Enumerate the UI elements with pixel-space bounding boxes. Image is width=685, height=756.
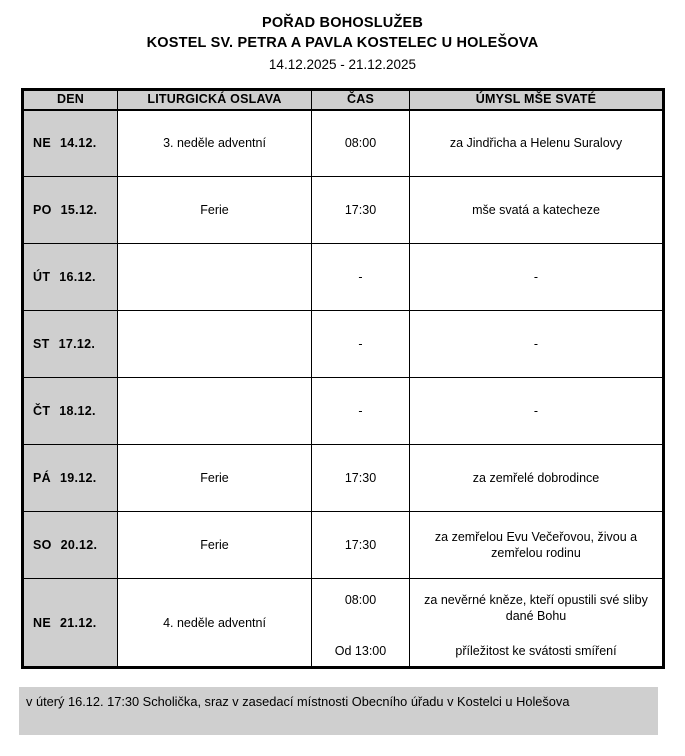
day-date: 21.12. — [59, 615, 97, 630]
column-header-time: ČAS — [311, 89, 410, 111]
table-row: SO 20.12. Ferie 17:30 za zemřelou Evu Več… — [22, 511, 664, 579]
day-date: 18.12. — [59, 404, 96, 418]
footer-note: v úterý 16.12. 17:30 Scholička, sraz v z… — [19, 687, 658, 735]
cell-time: 17:30 — [311, 444, 410, 512]
cell-liturgy: Ferie — [117, 176, 312, 244]
day-date: 20.12. — [60, 538, 98, 552]
schedule-table: DEN LITURGICKÁ OSLAVA ČAS ÚMYSL MŠE SVAT… — [21, 88, 665, 669]
cell-liturgy: 3. neděle adventní — [117, 109, 312, 177]
cell-liturgy: Ferie — [117, 511, 312, 579]
document-heading: POŘAD BOHOSLUŽEB KOSTEL SV. PETRA A PAVL… — [0, 0, 685, 76]
cell-liturgy — [117, 243, 312, 311]
time-split-group: 08:00 Od 13:00 — [314, 583, 407, 662]
cell-liturgy — [117, 377, 312, 445]
cell-liturgy — [117, 310, 312, 378]
column-header-intention: ÚMYSL MŠE SVATÉ — [409, 89, 664, 111]
cell-time: - — [311, 310, 410, 378]
schedule-table-head: DEN LITURGICKÁ OSLAVA ČAS ÚMYSL MŠE SVAT… — [22, 89, 664, 111]
table-row: PO 15.12. Ferie 17:30 mše svatá a kateche… — [22, 176, 664, 244]
cell-day: PO 15.12. — [22, 176, 118, 244]
day-abbreviation: ÚT — [33, 270, 51, 284]
table-row: ST 17.12. - - — [22, 310, 664, 378]
cell-time: - — [311, 243, 410, 311]
cell-time: 17:30 — [311, 511, 410, 579]
column-header-liturgy: LITURGICKÁ OSLAVA — [117, 89, 312, 111]
cell-time: - — [311, 377, 410, 445]
table-row: PÁ 19.12. Ferie 17:30 za zemřelé dobrodin… — [22, 444, 664, 512]
schedule-table-body: NE 14.12. 3. neděle adventní 08:00 za Jin… — [22, 109, 664, 668]
cell-day: ST 17.12. — [22, 310, 118, 378]
cell-intention: - — [409, 243, 664, 311]
cell-day: NE 21.12. — [22, 578, 118, 668]
day-date: 17.12. — [58, 337, 96, 351]
day-abbreviation: PÁ — [33, 471, 51, 485]
cell-time-secondary: Od 13:00 — [334, 644, 387, 658]
day-abbreviation: NE — [33, 136, 51, 151]
cell-day: ÚT 16.12. — [22, 243, 118, 311]
day-abbreviation: ČT — [33, 404, 51, 418]
day-abbreviation: NE — [33, 615, 51, 630]
cell-intention-primary: za nevěrné kněze, kteří opustili své sli… — [424, 593, 648, 623]
cell-intention: za Jindřicha a Helenu Suralovy — [409, 109, 664, 177]
cell-intention: - — [409, 310, 664, 378]
heading-title: POŘAD BOHOSLUŽEB — [261, 15, 424, 31]
intention-split-group: za nevěrné kněze, kteří opustili své sli… — [415, 583, 657, 662]
cell-time-primary: 08:00 — [344, 593, 377, 607]
day-date: 15.12. — [60, 203, 98, 217]
cell-day: PÁ 19.12. — [22, 444, 118, 512]
day-abbreviation: ST — [33, 337, 50, 351]
cell-intention: mše svatá a katecheze — [409, 176, 664, 244]
day-date: 16.12. — [59, 270, 96, 284]
heading-date-range: 14.12.2025 - 21.12.2025 — [268, 57, 417, 72]
heading-subtitle-parish: KOSTEL SV. PETRA A PAVLA KOSTELEC U HOLE… — [146, 35, 539, 51]
cell-intention-secondary: příležitost ke svátosti smíření — [455, 644, 617, 658]
table-row: ČT 18.12. - - — [22, 377, 664, 445]
cell-liturgy: Ferie — [117, 444, 312, 512]
cell-liturgy: 4. neděle adventní — [117, 578, 312, 668]
table-header-row: DEN LITURGICKÁ OSLAVA ČAS ÚMYSL MŠE SVAT… — [22, 89, 664, 111]
cell-time: 08:00 — [311, 109, 410, 177]
day-date: 19.12. — [59, 471, 97, 485]
column-header-day: DEN — [22, 89, 118, 111]
cell-day: ČT 18.12. — [22, 377, 118, 445]
table-row: NE 14.12. 3. neděle adventní 08:00 za Jin… — [22, 109, 664, 177]
cell-time: 17:30 — [311, 176, 410, 244]
schedule-table-container: DEN LITURGICKÁ OSLAVA ČAS ÚMYSL MŠE SVAT… — [21, 88, 665, 669]
cell-intention: za zemřelé dobrodince — [409, 444, 664, 512]
table-row: ÚT 16.12. - - — [22, 243, 664, 311]
cell-day: SO 20.12. — [22, 511, 118, 579]
cell-intention: za nevěrné kněze, kteří opustili své sli… — [409, 578, 664, 668]
cell-day: NE 14.12. — [22, 109, 118, 177]
cell-intention: za zemřelou Evu Večeřovou, živou a zemře… — [409, 511, 664, 579]
cell-time: 08:00 Od 13:00 — [311, 578, 410, 668]
table-row: NE 21.12. 4. neděle adventní 08:00 Od 13:… — [22, 578, 664, 668]
cell-intention: - — [409, 377, 664, 445]
day-abbreviation: SO — [33, 538, 52, 552]
day-abbreviation: PO — [33, 203, 52, 217]
day-date: 14.12. — [59, 136, 97, 151]
